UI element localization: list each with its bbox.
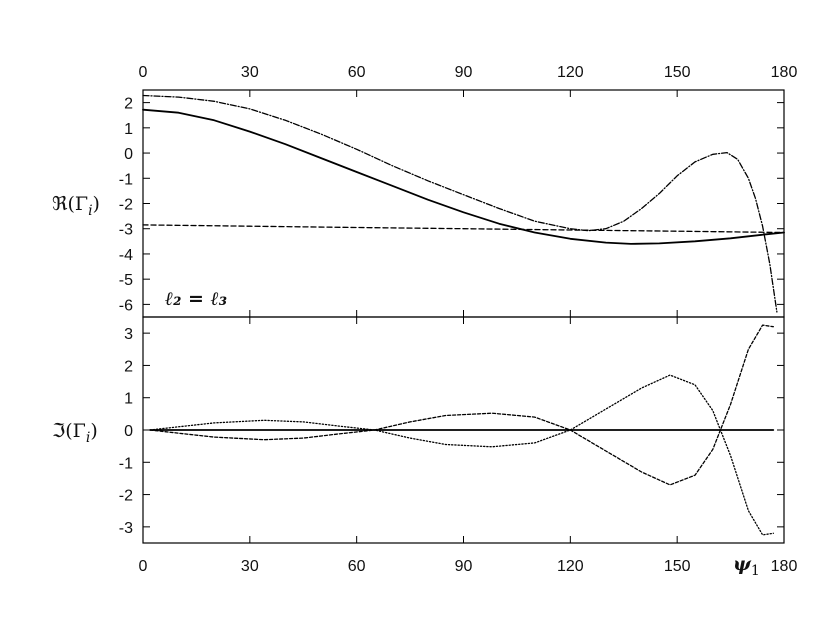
top-x-tick-label: 90 [455, 64, 473, 81]
bottom-y-tick-label: 2 [124, 358, 133, 375]
bottom-x-tick-label: 30 [241, 558, 259, 575]
top-series-solid-line [142, 108, 785, 245]
bottom-x-tick-label: 90 [455, 558, 473, 575]
top-y-tick-label: -2 [119, 197, 133, 214]
top-y-tick-label: 2 [124, 96, 133, 113]
bottom-series-dashed-fine-line [149, 324, 774, 486]
bottom-x-tick-label: 0 [139, 558, 148, 575]
top-y-tick-label: -6 [119, 297, 133, 314]
bottom-y-axis-title-sub: i [86, 430, 90, 446]
top-x-tick-label: 60 [348, 64, 366, 81]
bottom-y-tick-label: 3 [124, 326, 133, 343]
bottom-x-tick-label: 60 [348, 558, 366, 575]
top-y-tick-label: 1 [124, 121, 133, 138]
top-panel-series [142, 94, 785, 313]
x-axis-title: ψ1 [733, 553, 760, 579]
top-x-tick-label: 120 [557, 64, 584, 81]
top-y-tick-label: -5 [119, 272, 133, 289]
top-y-axis-title-sub: i [88, 203, 92, 219]
top-y-tick-label: 0 [124, 146, 133, 163]
bottom-y-tick-label: -1 [119, 455, 133, 472]
bottom-y-tick-label: -2 [119, 488, 133, 505]
bottom-panel-ticks: 3 2 1 0 -1 -2 -3 0 30 60 90 120 150 180 [119, 317, 798, 575]
top-x-tick-label: 30 [241, 64, 259, 81]
bottom-y-tick-label: -3 [119, 520, 133, 537]
top-series-dashed-line [142, 224, 785, 234]
top-y-tick-label: -4 [119, 247, 133, 264]
bottom-x-tick-label: 150 [664, 558, 691, 575]
top-y-tick-label: -1 [119, 171, 133, 188]
top-y-tick-label: -3 [119, 222, 133, 239]
top-y-axis-title: ℜ(Γi) [52, 193, 100, 219]
bottom-panel-series [149, 324, 775, 536]
bottom-x-tick-label: 120 [557, 558, 584, 575]
bottom-series-dotted-line [149, 374, 774, 536]
top-panel-ticks: 2 1 0 -1 -2 -3 -4 -5 -6 0 30 60 90 120 150 180 [119, 64, 798, 317]
top-x-tick-label: 180 [771, 64, 798, 81]
top-x-tick-label: 0 [139, 64, 148, 81]
top-series-dotdash-line [142, 94, 778, 313]
bottom-y-tick-label: 1 [124, 391, 133, 408]
top-x-tick-label: 150 [664, 64, 691, 81]
panel-annotation: ℓ₂ = ℓ₃ [165, 288, 227, 310]
bottom-y-tick-label: 0 [124, 423, 133, 440]
x-axis-title-sub: 1 [751, 563, 760, 579]
bottom-x-tick-label: 180 [771, 558, 798, 575]
bottom-y-axis-title: ℑ(Γi) [52, 420, 98, 446]
